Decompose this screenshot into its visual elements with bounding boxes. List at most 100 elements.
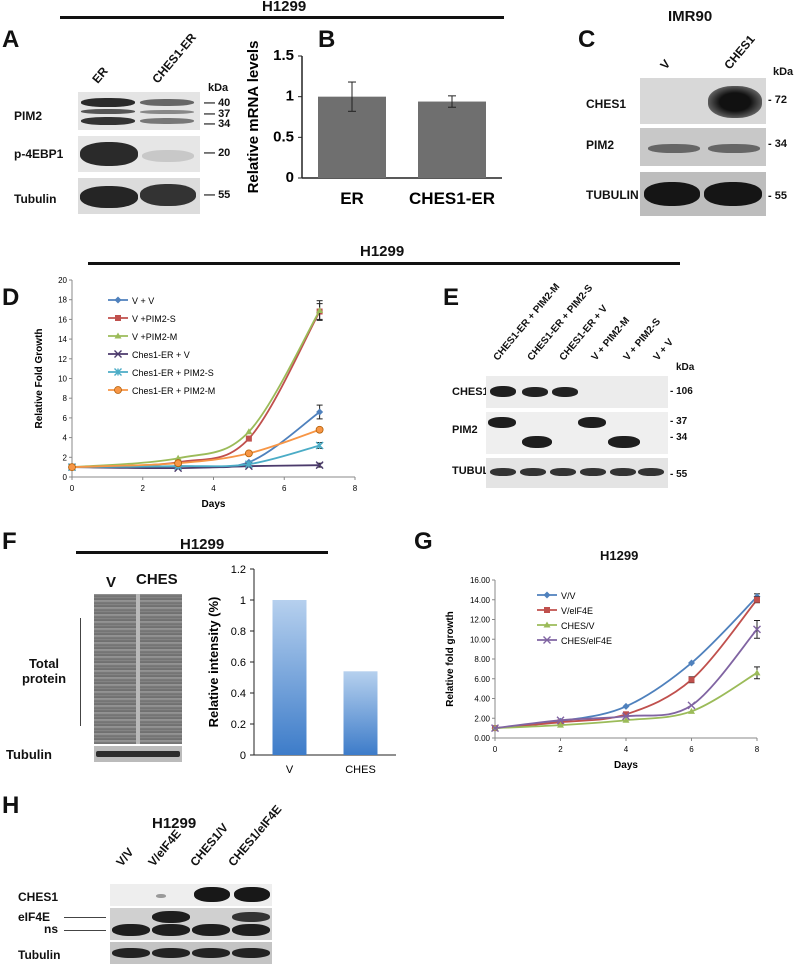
data-point xyxy=(623,711,629,718)
a-kda: kDa xyxy=(208,82,229,94)
band xyxy=(578,417,606,428)
series-line xyxy=(71,310,321,469)
y-tick-label: 20 xyxy=(58,276,67,285)
band xyxy=(192,924,230,936)
band xyxy=(522,387,548,397)
c-marker-72: - 72 xyxy=(768,94,787,106)
c-marker-55-label: 55 xyxy=(774,190,787,202)
data-point xyxy=(316,307,324,314)
e-row-ches1: CHES1 xyxy=(452,386,489,398)
e-blot-pim2 xyxy=(486,412,668,454)
y-tick-label: 16.00 xyxy=(470,576,491,585)
y-tick-label: 8.00 xyxy=(474,655,490,664)
y-tick-label: 0.5 xyxy=(273,128,294,145)
a-marker-20: — 20 xyxy=(204,147,231,159)
c-marker-34-label: 34 xyxy=(774,138,787,150)
y-axis-label: Relative mRNA levels xyxy=(245,41,262,194)
x-tick-label: 2 xyxy=(558,745,563,754)
bar xyxy=(272,600,307,755)
c-lane-v: V xyxy=(657,56,674,72)
x-tick-label: 0 xyxy=(70,484,75,493)
data-point xyxy=(114,332,122,339)
panel-letter-e: E xyxy=(443,284,460,311)
a-lane-ches1er: CHES1-ER xyxy=(149,30,200,87)
band xyxy=(232,948,270,958)
x-axis-label: Days xyxy=(614,760,638,771)
f-lane-v: V xyxy=(106,574,117,591)
header-g: H1299 xyxy=(600,548,639,563)
legend-label: V +PIM2-S xyxy=(132,314,176,324)
band xyxy=(550,468,576,476)
e-marker-106-label: 106 xyxy=(676,386,693,397)
h-row-eif4e: eIF4E xyxy=(18,910,51,924)
band xyxy=(610,468,636,476)
y-tick-label: 0.4 xyxy=(231,688,246,700)
a-marker-20-label: 20 xyxy=(218,147,231,159)
e-blot-ches1 xyxy=(486,376,668,408)
y-tick-label: 0 xyxy=(240,750,246,762)
c-blot-tubulin xyxy=(640,172,766,216)
legend-label: V/elF4E xyxy=(561,606,593,616)
c-lane-ches1: CHES1 xyxy=(721,32,758,72)
data-point xyxy=(687,701,696,710)
data-point xyxy=(556,716,565,725)
y-tick-label: 0.6 xyxy=(231,657,246,669)
x-tick-label: 6 xyxy=(282,484,287,493)
x-category-label: CHES xyxy=(345,764,376,776)
h-lane-4: CHES1/eIF4E xyxy=(225,802,285,869)
a-marker-37-label: 37 xyxy=(218,108,231,120)
bar xyxy=(418,101,486,178)
y-tick-label: 0 xyxy=(63,473,68,482)
data-point xyxy=(315,441,324,450)
header-d: H1299 xyxy=(360,243,405,260)
y-tick-label: 10 xyxy=(58,375,67,384)
data-point xyxy=(174,454,182,461)
e-marker-37-label: 37 xyxy=(676,416,688,427)
band xyxy=(140,99,194,106)
y-tick-label: 1 xyxy=(286,88,294,105)
f-lane-ches: CHES xyxy=(136,571,178,588)
band xyxy=(644,182,700,206)
data-point xyxy=(491,724,499,733)
data-point xyxy=(753,669,761,676)
y-tick-label: 6 xyxy=(63,414,68,423)
a-marker-40-label: 40 xyxy=(218,97,231,109)
data-point xyxy=(753,625,761,634)
band xyxy=(608,436,640,448)
x-category-label: ER xyxy=(340,189,364,208)
y-tick-label: 18 xyxy=(58,296,67,305)
y-axis-label: Relative fold growth xyxy=(445,611,456,707)
y-tick-label: 6.00 xyxy=(474,675,490,684)
h-lane-2: V/eIF4E xyxy=(145,826,184,869)
band xyxy=(112,948,150,958)
y-tick-label: 2.00 xyxy=(474,714,490,723)
a-marker-55-label: 55 xyxy=(218,189,231,201)
panel-letter-h: H xyxy=(2,792,20,819)
y-tick-label: 0.2 xyxy=(231,719,246,731)
data-point xyxy=(244,460,253,469)
legend-label: Ches1-ER + PIM2-S xyxy=(132,368,214,378)
series-line xyxy=(71,411,321,469)
data-point xyxy=(544,607,550,613)
band xyxy=(704,182,762,206)
x-tick-label: 6 xyxy=(689,745,694,754)
band xyxy=(81,98,135,107)
a-marker-55: — 55 xyxy=(204,189,231,201)
y-tick-label: 0.00 xyxy=(474,734,490,743)
band xyxy=(490,386,516,397)
panel-letter-g: G xyxy=(414,528,433,555)
y-axis-label: Relative intensity (%) xyxy=(206,597,221,728)
band xyxy=(140,110,194,114)
chart-d: 0 2 4 6 8 10 12 14 16 18 20 0 2 4 6 8 V + V V +PIM2-S V +P… xyxy=(34,276,358,510)
band xyxy=(192,948,230,958)
band xyxy=(580,468,606,476)
e-marker-55: - 55 xyxy=(670,469,688,480)
x-tick-label: 8 xyxy=(353,484,358,493)
y-tick-label: 12.00 xyxy=(470,616,491,625)
panel-letter-a: A xyxy=(2,26,20,53)
data-point xyxy=(622,702,630,710)
h-blot-eif4e xyxy=(110,908,272,940)
y-tick-label: 4 xyxy=(63,434,68,443)
chart-b: 0 0.5 1 1.5 ER CHES1-ER Relative mRNA levels xyxy=(245,41,502,208)
a-lane-er: ER xyxy=(89,64,111,86)
